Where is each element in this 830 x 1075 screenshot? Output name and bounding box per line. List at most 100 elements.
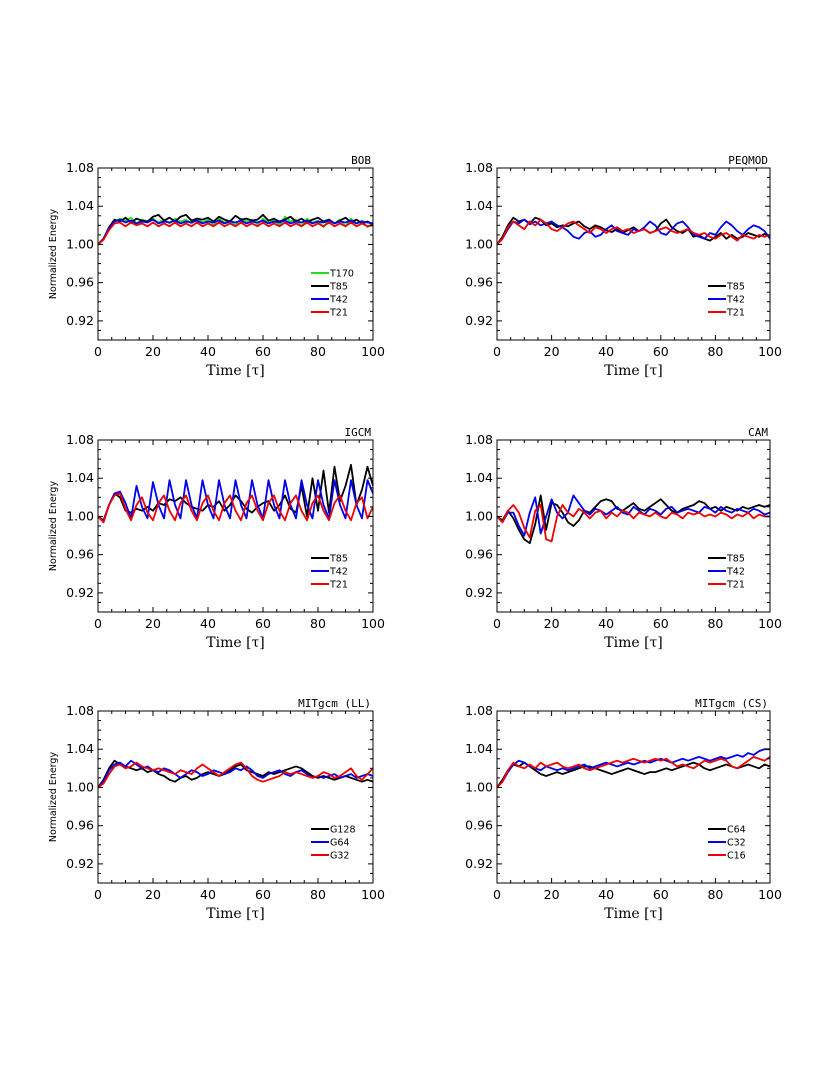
y-tick-label: 1.08 [66, 703, 94, 718]
series-line-t21 [497, 218, 770, 246]
x-tick-label: 60 [255, 344, 271, 359]
chart-panel: 0 20 40 60 80 100 0.92 0.96 1.00 1.04 1.08 BOB Time … [48, 154, 385, 379]
y-tick-label: 1.04 [66, 470, 94, 485]
legend-label: T42 [329, 295, 348, 306]
legend-label: T85 [726, 282, 745, 293]
x-tick-label: 100 [758, 344, 782, 359]
chart-panel: 0 20 40 60 80 100 0.92 0.96 1.00 1.04 1.08 PEQMOD Ti… [465, 154, 782, 379]
legend-label: T21 [726, 308, 745, 319]
x-tick-label: 80 [707, 344, 723, 359]
x-tick-label: 100 [758, 616, 782, 631]
series-line-t42 [497, 218, 770, 246]
x-tick-label: 80 [310, 344, 326, 359]
x-axis-label: Time [τ] [206, 363, 265, 379]
panel-title: MITgcm (LL) [298, 697, 371, 710]
y-tick-label: 1.00 [465, 236, 493, 251]
x-tick-label: 60 [255, 887, 271, 902]
x-tick-label: 0 [493, 616, 501, 631]
y-tick-label: 0.92 [66, 856, 94, 871]
y-tick-label: 1.04 [465, 741, 493, 756]
chart-panel: 0 20 40 60 80 100 0.92 0.96 1.00 1.04 1.08 MITgcm (… [465, 697, 782, 922]
x-tick-label: 0 [493, 887, 501, 902]
y-tick-label: 1.00 [66, 508, 94, 523]
y-tick-label: 0.92 [465, 856, 493, 871]
panel-title: MITgcm (CS) [695, 697, 768, 710]
legend-label: T85 [329, 554, 348, 565]
x-tick-label: 40 [598, 344, 614, 359]
legend-label: T85 [726, 554, 745, 565]
y-tick-label: 0.96 [465, 547, 493, 562]
y-tick-label: 0.96 [66, 547, 94, 562]
x-tick-label: 60 [653, 344, 669, 359]
x-tick-label: 80 [310, 616, 326, 631]
chart-panel: 0 20 40 60 80 100 0.92 0.96 1.00 1.04 1.08 IGCM Time… [48, 426, 385, 651]
y-tick-label: 0.96 [66, 818, 94, 833]
x-tick-label: 20 [544, 887, 560, 902]
series-line-t42 [98, 218, 373, 246]
y-tick-label: 1.08 [465, 703, 493, 718]
legend-label: T42 [726, 567, 745, 578]
legend-label: T42 [726, 295, 745, 306]
y-tick-label: 1.08 [465, 432, 493, 447]
series-line-t85 [497, 494, 770, 545]
x-tick-label: 20 [145, 344, 161, 359]
chart-panel: 0 20 40 60 80 100 0.92 0.96 1.00 1.04 1.08 MITgcm (… [48, 697, 385, 922]
legend-label: T21 [329, 580, 348, 591]
x-tick-label: 100 [361, 616, 385, 631]
x-tick-label: 20 [145, 887, 161, 902]
legend-label: C32 [727, 838, 746, 849]
x-tick-label: 60 [653, 887, 669, 902]
y-tick-label: 1.04 [465, 198, 493, 213]
legend-label: C64 [727, 825, 746, 836]
y-tick-label: 1.04 [66, 198, 94, 213]
x-axis-label: Time [τ] [206, 906, 265, 922]
y-tick-label: 1.00 [66, 236, 94, 251]
legend-label: T170 [329, 269, 354, 280]
y-tick-label: 0.92 [465, 585, 493, 600]
series-line-t85 [98, 213, 373, 246]
x-tick-label: 40 [200, 887, 216, 902]
series-line-c64 [497, 761, 770, 788]
x-tick-label: 40 [598, 616, 614, 631]
y-tick-label: 1.08 [66, 160, 94, 175]
y-tick-label: 1.08 [465, 160, 493, 175]
y-tick-label: 0.92 [66, 313, 94, 328]
series-line-c32 [497, 748, 770, 789]
x-axis-label: Time [τ] [206, 635, 265, 651]
y-tick-label: 1.00 [465, 779, 493, 794]
x-tick-label: 100 [361, 887, 385, 902]
panel-title: IGCM [345, 426, 372, 439]
x-tick-label: 0 [94, 887, 102, 902]
x-tick-label: 0 [94, 616, 102, 631]
series-line-g32 [98, 761, 373, 789]
x-axis-label: Time [τ] [604, 363, 663, 379]
x-tick-label: 0 [493, 344, 501, 359]
legend-label: G32 [330, 851, 349, 862]
legend-label: T85 [329, 282, 348, 293]
y-tick-label: 1.08 [66, 432, 94, 447]
y-axis-label: Normalized Energy [48, 481, 59, 572]
series-line-t42 [98, 479, 373, 524]
x-tick-label: 60 [255, 616, 271, 631]
y-tick-label: 0.96 [465, 818, 493, 833]
x-tick-label: 80 [707, 616, 723, 631]
chart-panel: 0 20 40 60 80 100 0.92 0.96 1.00 1.04 1.08 CAM Time … [465, 426, 782, 651]
y-tick-label: 0.96 [66, 275, 94, 290]
x-tick-label: 80 [707, 887, 723, 902]
series-line-t21 [98, 492, 373, 524]
x-tick-label: 20 [544, 616, 560, 631]
y-tick-label: 1.00 [465, 508, 493, 523]
x-tick-label: 100 [758, 887, 782, 902]
panel-title: BOB [351, 154, 371, 167]
y-tick-label: 1.04 [465, 470, 493, 485]
y-tick-label: 0.92 [66, 585, 94, 600]
x-tick-label: 100 [361, 344, 385, 359]
legend-label: G128 [330, 825, 356, 836]
x-tick-label: 60 [653, 616, 669, 631]
x-tick-label: 40 [200, 616, 216, 631]
series-line-t21 [98, 221, 373, 246]
x-axis-label: Time [τ] [604, 635, 663, 651]
y-tick-label: 1.04 [66, 741, 94, 756]
x-tick-label: 40 [598, 887, 614, 902]
